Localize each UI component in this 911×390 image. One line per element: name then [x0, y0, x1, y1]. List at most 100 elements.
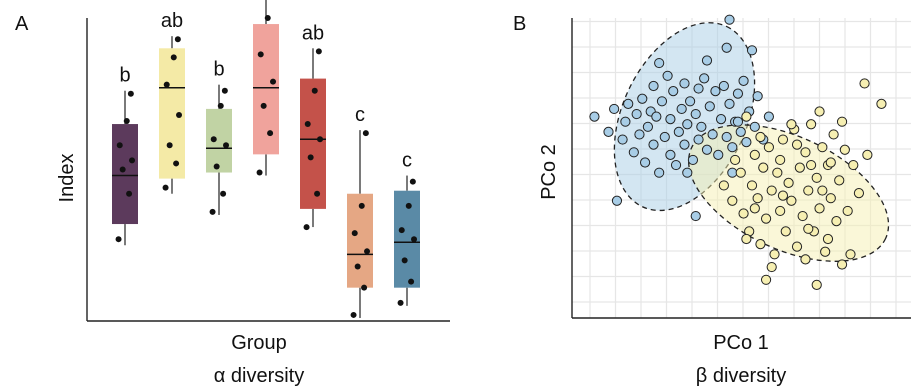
- scatter-point-series-2: [786, 195, 797, 206]
- scatter-point-series-1: [713, 149, 724, 160]
- data-point: [162, 184, 169, 191]
- scatter-point-series-2: [746, 180, 758, 191]
- point-layer: [589, 14, 887, 290]
- scatter-point-series-1: [603, 126, 614, 137]
- data-point: [126, 190, 133, 197]
- scatter-point-series-2: [769, 249, 780, 260]
- scatter-point-series-2: [811, 279, 822, 290]
- scatter-point-series-1: [732, 116, 744, 127]
- scatter-point-series-2: [758, 162, 769, 173]
- significance-letter: c: [402, 150, 412, 172]
- scatter-point-series-1: [648, 80, 659, 92]
- significance-letter: ab: [302, 22, 324, 44]
- scatter-point-series-2: [828, 129, 839, 140]
- data-point: [304, 121, 311, 128]
- scatter-point-series-2: [859, 78, 870, 89]
- scatter-point-series-1: [673, 126, 684, 137]
- scatter-point-series-2: [783, 177, 794, 188]
- scatter-point-series-1: [642, 121, 654, 132]
- data-point: [119, 166, 126, 173]
- scatter-point-series-2: [845, 249, 856, 260]
- scatter-point-series-1: [724, 14, 735, 25]
- scatter-point-series-2: [817, 142, 828, 153]
- panel-a-letter: A: [15, 13, 29, 35]
- scatter-point-series-1: [679, 139, 690, 150]
- data-point: [210, 136, 217, 143]
- scatter-point-series-1: [693, 83, 704, 94]
- panel-b-pcoa: [571, 14, 911, 319]
- scatter-point-series-1: [701, 144, 713, 155]
- data-point: [166, 142, 173, 149]
- scatter-point-series-1: [611, 195, 623, 206]
- scatter-point-series-2: [741, 111, 752, 122]
- scatter-point-series-1: [687, 154, 699, 166]
- scatter-point-series-2: [800, 254, 811, 265]
- scatter-point-series-2: [755, 131, 766, 143]
- box-1: [112, 124, 138, 225]
- data-point: [411, 236, 418, 243]
- scatter-point-series-2: [876, 98, 887, 109]
- data-point: [129, 157, 136, 164]
- scatter-point-series-2: [803, 185, 814, 196]
- scatter-point-series-1: [721, 42, 732, 53]
- data-point: [127, 90, 134, 97]
- scatter-point-series-1: [699, 73, 710, 84]
- scatter-point-series-2: [752, 193, 763, 204]
- scatter-point-series-1: [679, 78, 690, 89]
- scatter-point-series-2: [862, 149, 873, 160]
- scatter-point-series-1: [682, 119, 693, 130]
- scatter-point-series-2: [738, 208, 749, 219]
- scatter-point-series-1: [676, 103, 687, 115]
- scatter-point-series-1: [752, 91, 763, 102]
- scatter-point-series-2: [741, 233, 752, 245]
- scatter-point-series-1: [623, 98, 634, 109]
- scatter-point-series-1: [696, 121, 707, 132]
- data-point: [170, 54, 177, 61]
- scatter-point-series-2: [805, 159, 817, 171]
- scatter-point-series-1: [690, 210, 701, 222]
- scatter-point-series-1: [665, 114, 676, 125]
- scatter-point-series-2: [820, 246, 831, 257]
- scatter-point-series-2: [803, 223, 814, 234]
- scatter-point-series-1: [589, 111, 600, 122]
- scatter-point-series-2: [766, 261, 777, 273]
- scatter-point-series-2: [772, 167, 783, 178]
- scatter-point-series-2: [777, 190, 789, 201]
- box-layer: babbaabcc: [112, 0, 420, 318]
- data-point: [217, 102, 224, 109]
- data-point: [256, 169, 263, 176]
- scatter-point-series-2: [791, 241, 803, 252]
- data-point: [223, 142, 230, 149]
- scatter-point-series-1: [628, 147, 639, 158]
- scatter-point-series-1: [749, 121, 760, 132]
- scatter-point-series-2: [822, 233, 834, 245]
- scatter-point-series-1: [738, 75, 749, 87]
- scatter-point-series-2: [786, 119, 797, 130]
- box-6: [347, 193, 373, 288]
- scatter-point-series-2: [848, 159, 859, 171]
- data-point: [364, 248, 371, 255]
- scatter-point-series-1: [617, 134, 628, 145]
- data-point: [163, 81, 170, 88]
- scatter-point-series-1: [721, 131, 732, 143]
- scatter-point-series-2: [766, 185, 777, 196]
- data-point: [315, 48, 322, 55]
- scatter-point-series-1: [656, 96, 668, 107]
- scatter-point-series-1: [639, 157, 651, 168]
- box-3: [206, 108, 232, 173]
- scatter-point-series-1: [668, 86, 679, 97]
- scatter-point-series-1: [654, 167, 665, 178]
- box-4: [253, 24, 279, 155]
- significance-letter: c: [355, 104, 365, 126]
- scatter-point-series-2: [794, 162, 805, 173]
- data-point: [264, 15, 271, 21]
- scatter-point-series-1: [701, 55, 713, 66]
- scatter-point-series-1: [710, 86, 721, 97]
- data-point: [257, 51, 264, 58]
- scatter-point-series-2: [755, 239, 766, 250]
- scatter-point-series-1: [665, 149, 676, 160]
- scatter-point-series-2: [749, 149, 760, 160]
- data-point: [115, 236, 122, 243]
- scatter-point-series-2: [760, 274, 772, 285]
- significance-letter: b: [119, 65, 130, 87]
